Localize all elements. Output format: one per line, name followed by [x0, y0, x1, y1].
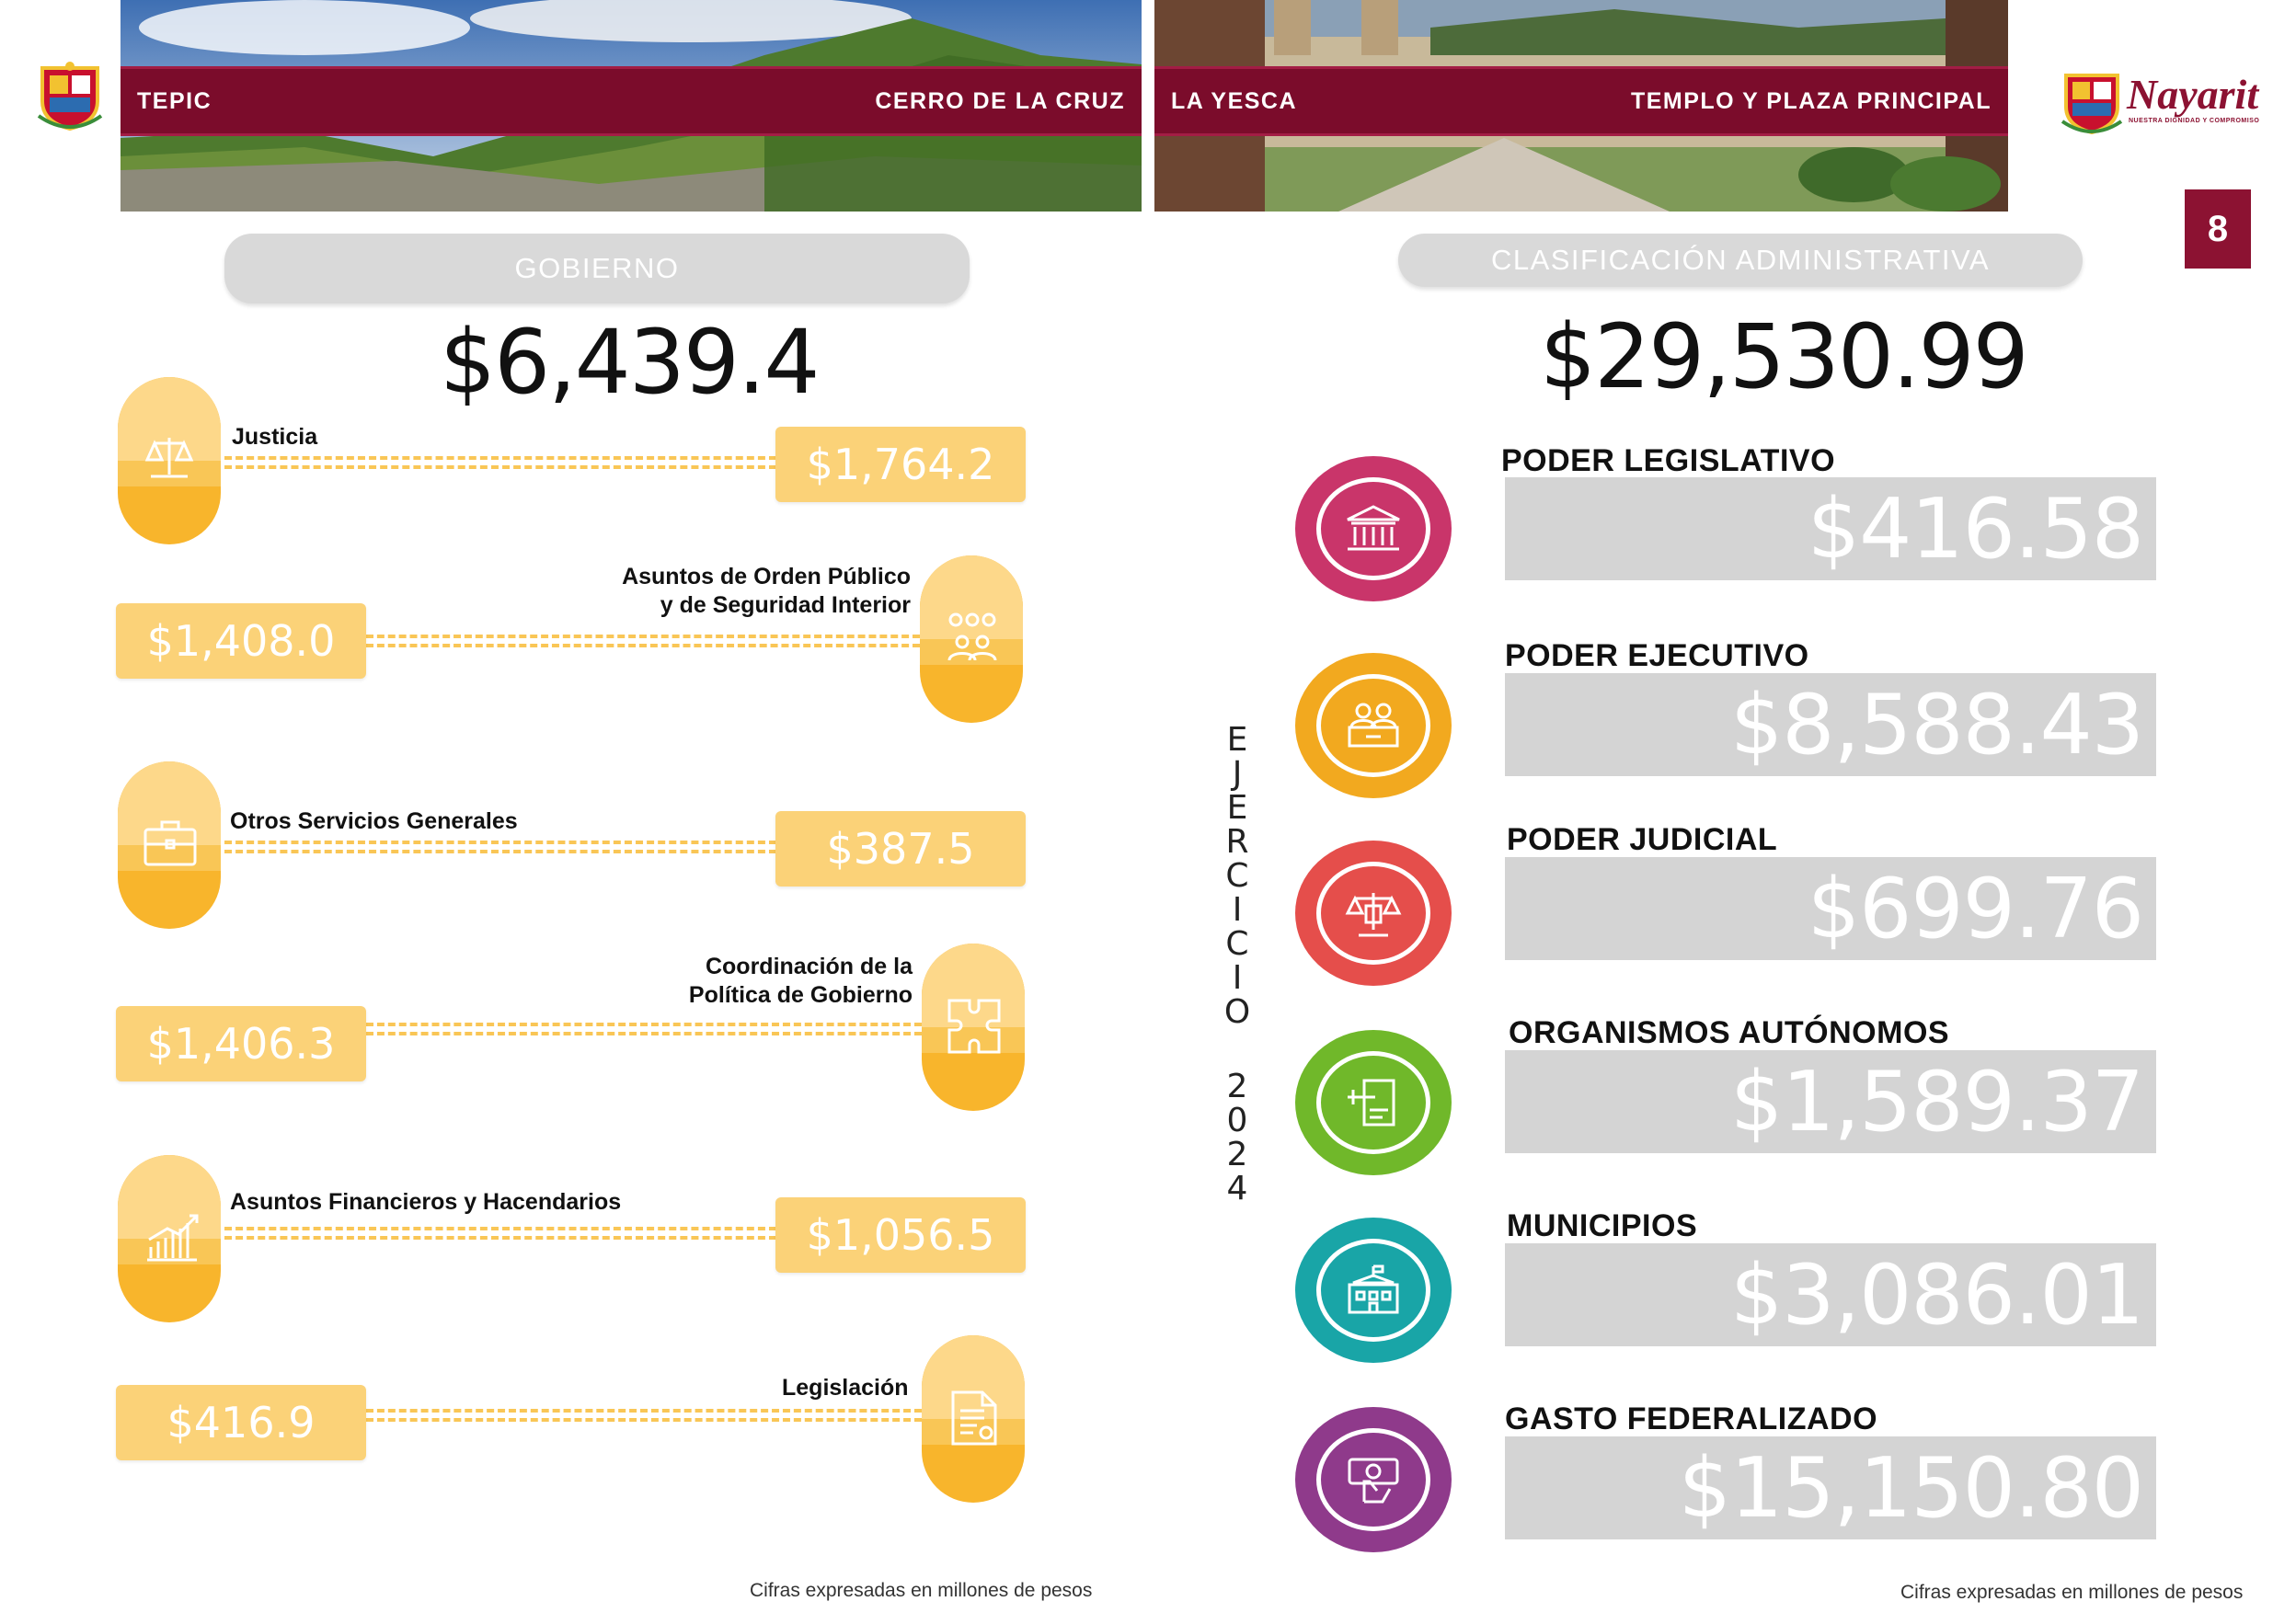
capsule-coordinacion: [922, 944, 1025, 1111]
section-title: GOBIERNO: [514, 252, 680, 284]
capsule-financieros: [118, 1155, 221, 1322]
category-label: PODER EJECUTIVO: [1505, 638, 1809, 673]
document-icon: [951, 1390, 997, 1446]
vertical-letter: E: [1226, 721, 1248, 759]
category-ring: [1295, 1218, 1452, 1363]
category-ring: [1295, 653, 1452, 798]
amount-box: $699.76: [1505, 857, 2156, 960]
dashed-connector: [224, 456, 776, 469]
state-crest-icon: [37, 61, 103, 132]
money-hand-icon: [1348, 1458, 1399, 1504]
photo-city: LA YESCA: [1171, 87, 1298, 114]
vertical-letter: R: [1225, 823, 1249, 861]
justice-scales-icon: [1345, 893, 1402, 937]
row-label-line2: y de Seguridad Interior: [660, 592, 911, 618]
right-page: LA YESCA TEMPLO Y PLAZA PRINCIPAL Nayari…: [1148, 0, 2296, 1613]
row-label: Justicia: [232, 424, 318, 450]
nayarit-crest-icon: [2061, 68, 2123, 135]
amount-box: $15,150.80: [1505, 1436, 2156, 1539]
capsule-otros-servicios: [118, 761, 221, 929]
clasificacion-total: $29,530.99: [1540, 305, 2029, 408]
row-label: Coordinación de la Política de Gobierno: [524, 953, 913, 1010]
vertical-letter: C: [1225, 925, 1249, 963]
vertical-letter: 2: [1226, 1068, 1248, 1105]
dashed-connector: [224, 841, 776, 853]
photo-caption-band: LA YESCA TEMPLO Y PLAZA PRINCIPAL: [1154, 66, 2008, 136]
category-ring: [1295, 456, 1452, 601]
left-page: TEPIC CERRO DE LA CRUZ GOBIERNO $6,439.4…: [37, 0, 1142, 1601]
category-label: MUNICIPIOS: [1507, 1208, 1698, 1243]
amount-box: $387.5: [775, 811, 1026, 887]
section-title-pill: GOBIERNO: [224, 234, 970, 303]
row-label: Asuntos de Orden Público y de Seguridad …: [515, 563, 911, 620]
officials-desk-icon: [1348, 703, 1399, 748]
amount-box: $416.9: [116, 1385, 366, 1460]
row-label: Legislación: [782, 1375, 909, 1401]
dashed-connector: [366, 635, 920, 647]
municipal-building-icon: [1348, 1264, 1399, 1314]
dashed-connector: [366, 1023, 922, 1035]
scales-icon: [144, 438, 194, 478]
amount-box: $1,406.3: [116, 1006, 366, 1081]
amount-box: $3,086.01: [1505, 1243, 2156, 1346]
photo-banner-tepic: TEPIC CERRO DE LA CRUZ: [121, 0, 1142, 212]
capsule-justicia: [118, 377, 221, 544]
page-number: 8: [2185, 189, 2251, 269]
section-title: CLASIFICACIÓN ADMINISTRATIVA: [1490, 244, 1991, 276]
footer-note: Cifras expresadas en millones de pesos: [750, 1580, 1093, 1601]
vertical-letter: J: [1232, 755, 1243, 793]
category-label: PODER LEGISLATIVO: [1501, 443, 1836, 478]
category-ring: [1295, 1407, 1452, 1552]
vertical-letter: E: [1226, 789, 1248, 827]
footer-note: Cifras expresadas en millones de pesos: [1900, 1582, 2244, 1603]
amount-box: $1,764.2: [775, 427, 1026, 502]
amount-box: $416.58: [1505, 477, 2156, 580]
category-ring: [1295, 841, 1452, 986]
amount-box: $1,589.37: [1505, 1050, 2156, 1153]
vertical-letter: 4: [1226, 1170, 1248, 1207]
category-ring: [1295, 1030, 1452, 1175]
photo-caption-band: TEPIC CERRO DE LA CRUZ: [121, 66, 1142, 136]
logo-tagline: NUESTRA DIGNIDAD Y COMPROMISO: [2129, 118, 2260, 124]
gavel-icon: [1348, 1079, 1395, 1127]
capsule-orden-publico: [920, 555, 1023, 723]
growth-chart-icon: [147, 1214, 199, 1262]
dashed-connector: [224, 1227, 776, 1240]
dashed-connector: [366, 1409, 922, 1422]
section-title-pill: CLASIFICACIÓN ADMINISTRATIVA: [1398, 234, 2083, 287]
vertical-letter: 0: [1226, 1102, 1248, 1139]
category-label: PODER JUDICIAL: [1507, 822, 1778, 857]
nayarit-logo-text: Nayarit: [2127, 71, 2259, 118]
row-label-line1: Asuntos de Orden Público: [622, 564, 911, 589]
photo-city: TEPIC: [137, 87, 212, 114]
gobierno-total: $6,439.4: [440, 311, 820, 414]
row-label: Otros Servicios Generales: [230, 808, 518, 834]
amount-box: $1,408.0: [116, 603, 366, 679]
photo-banner-la-yesca: LA YESCA TEMPLO Y PLAZA PRINCIPAL: [1154, 0, 2008, 212]
briefcase-icon: [144, 820, 197, 866]
vertical-letter: C: [1225, 857, 1249, 895]
photo-place: CERRO DE LA CRUZ: [875, 87, 1125, 114]
row-label-line2: Política de Gobierno: [688, 982, 913, 1008]
vertical-letter: O: [1223, 993, 1251, 1031]
row-label: Asuntos Financieros y Hacendarios: [230, 1189, 622, 1215]
row-label-line1: Coordinación de la: [705, 954, 913, 979]
photo-place: TEMPLO Y PLAZA PRINCIPAL: [1630, 87, 1992, 114]
vertical-letter: 2: [1226, 1136, 1248, 1173]
category-label: GASTO FEDERALIZADO: [1505, 1401, 1878, 1436]
category-label: ORGANISMOS AUTÓNOMOS: [1509, 1015, 1950, 1050]
vertical-letter: I: [1232, 891, 1243, 929]
people-icon: [947, 612, 997, 661]
amount-box: $1,056.5: [775, 1197, 1026, 1273]
puzzle-icon: [947, 999, 1001, 1054]
capsule-legislacion: [922, 1335, 1025, 1503]
amount-box: $8,588.43: [1505, 673, 2156, 776]
vertical-letter: I: [1232, 959, 1243, 997]
congress-building-icon: [1347, 505, 1400, 551]
